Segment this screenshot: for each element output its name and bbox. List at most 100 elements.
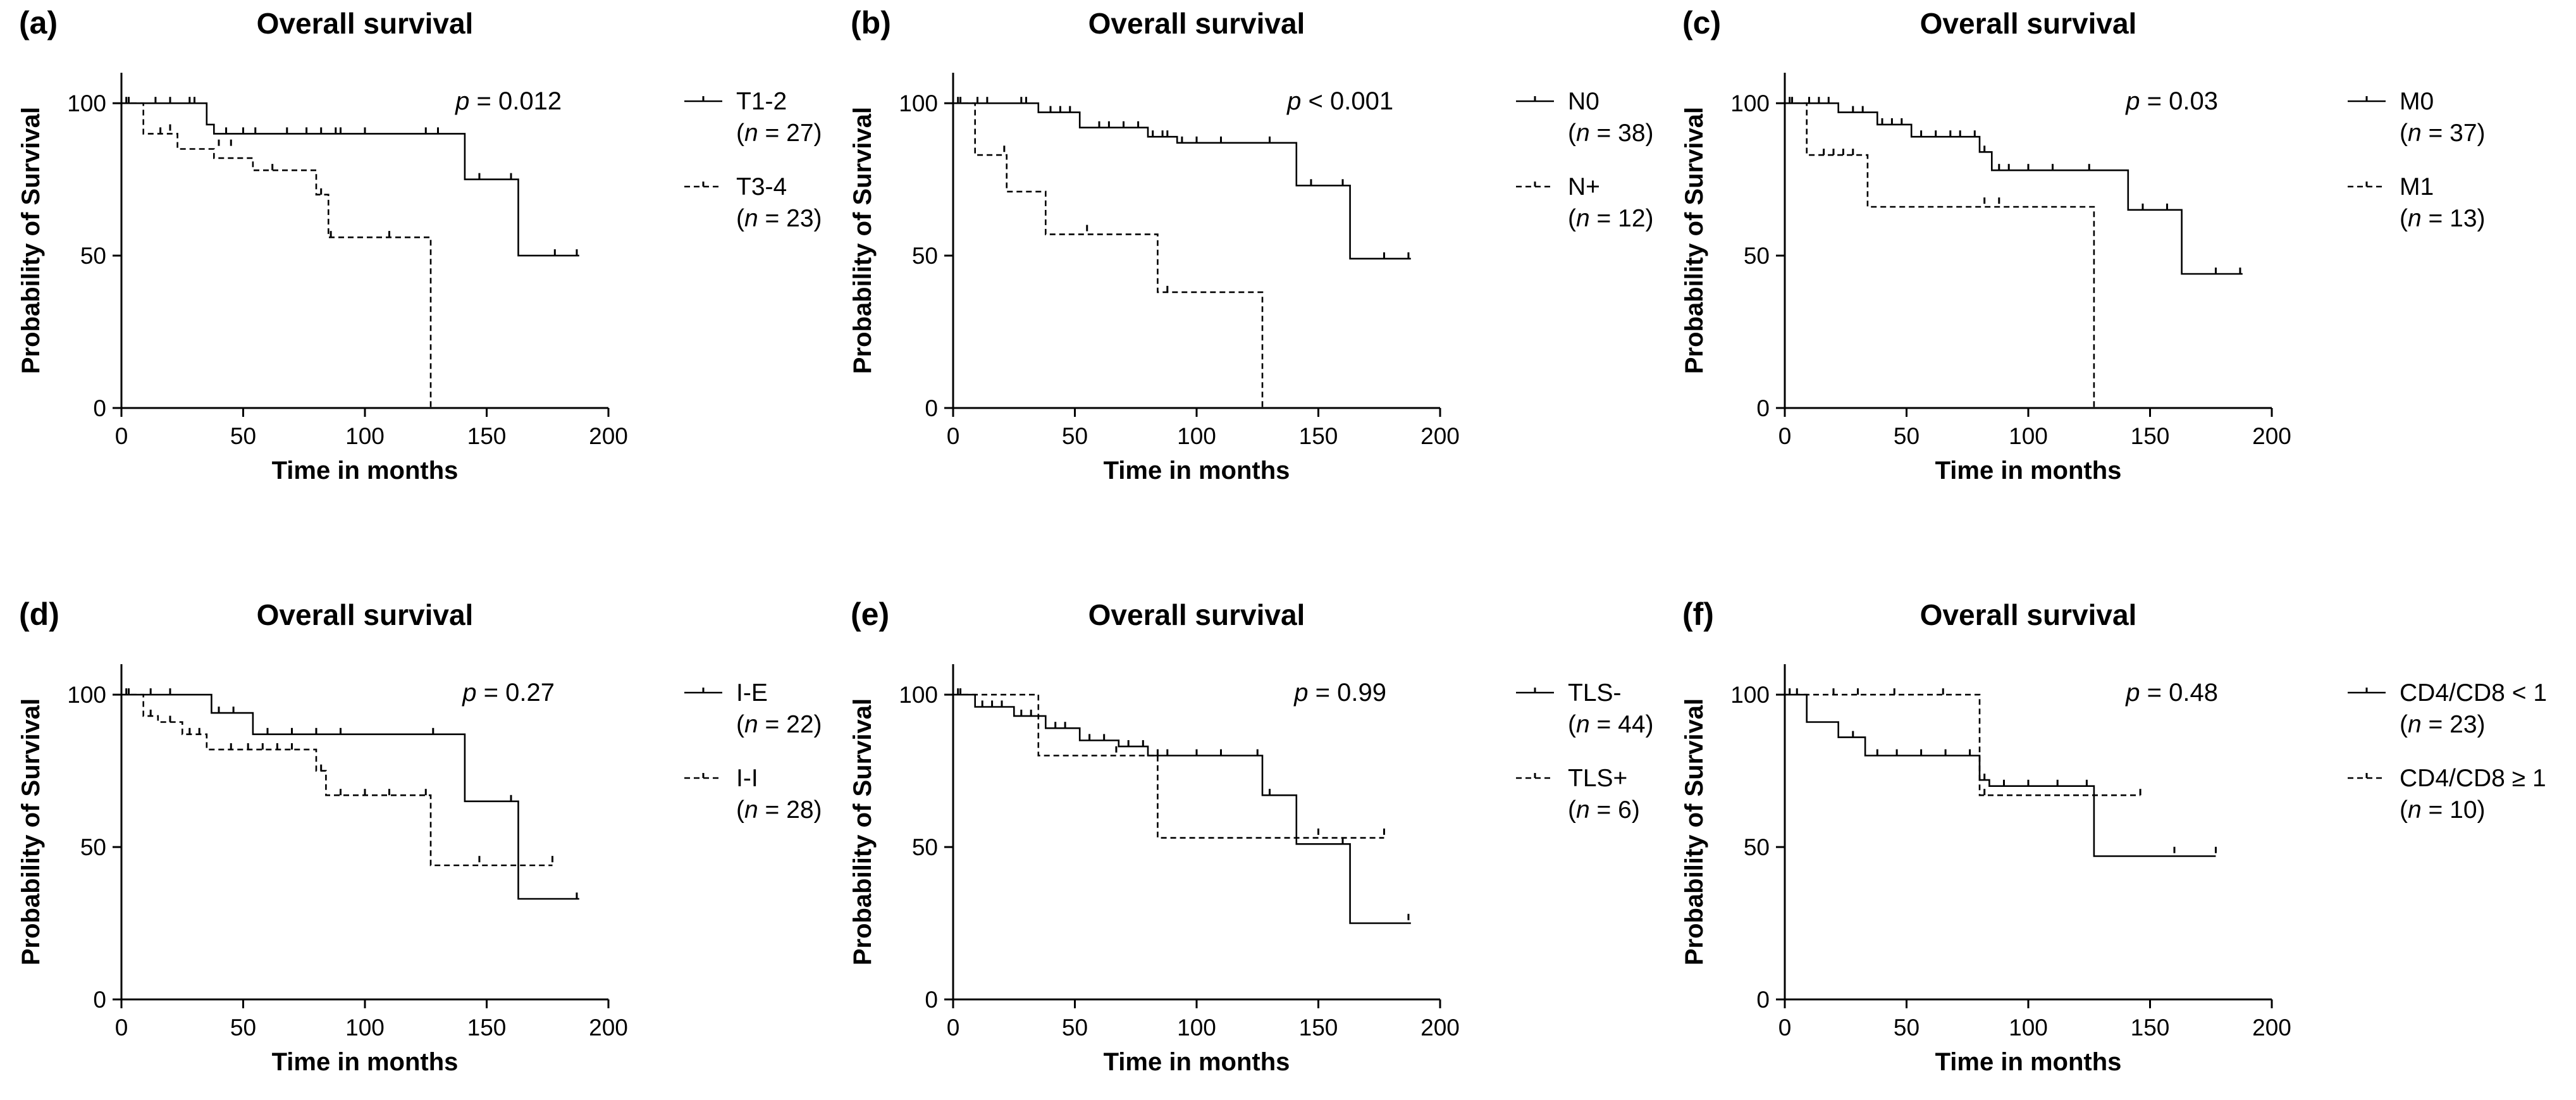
legend-sample-size: (n = 6) xyxy=(1568,796,1640,824)
x-tick-label: 0 xyxy=(115,1015,128,1041)
chart-panel-f: (f) Overall survival 0 50 100 150 200 0 50 100 Tim… xyxy=(1680,596,2547,1076)
survival-curve-group1 xyxy=(121,693,579,900)
y-tick-label: 100 xyxy=(1730,682,1770,708)
survival-curve-group1 xyxy=(953,102,1411,260)
x-axis-title: Time in months xyxy=(1104,1048,1290,1076)
survival-curve-group1 xyxy=(953,693,1411,924)
y-tick-label: 50 xyxy=(1744,834,1770,860)
legend-sample-size: (n = 44) xyxy=(1568,711,1654,738)
x-tick-label: 0 xyxy=(1778,423,1792,449)
legend-label: I-E xyxy=(736,679,768,707)
y-axis-title: Probability of Survival xyxy=(849,698,877,965)
y-axis-title: Probability of Survival xyxy=(1680,698,1708,965)
x-tick-label: 200 xyxy=(1420,423,1460,449)
x-axis-title: Time in months xyxy=(1104,457,1290,485)
p-value-label: p = 0.48 xyxy=(2125,679,2218,707)
y-tick-label: 100 xyxy=(899,682,938,708)
x-tick-label: 50 xyxy=(1894,1015,1920,1041)
legend-label: N+ xyxy=(1568,173,1600,201)
legend-label: N0 xyxy=(1568,88,1599,115)
x-tick-label: 100 xyxy=(2009,423,2048,449)
legend-sample-size: (n = 28) xyxy=(736,796,822,824)
y-axis-title: Probability of Survival xyxy=(17,698,45,965)
x-tick-label: 100 xyxy=(2009,1015,2048,1041)
panel-letter: (d) xyxy=(19,596,59,632)
panel-letter: (c) xyxy=(1682,5,1721,40)
y-tick-label: 0 xyxy=(93,987,106,1013)
legend-sample-size: (n = 23) xyxy=(736,205,822,232)
x-tick-label: 150 xyxy=(2131,423,2170,449)
y-axis-title: Probability of Survival xyxy=(17,107,45,374)
x-tick-label: 150 xyxy=(467,423,507,449)
y-tick-label: 0 xyxy=(93,395,106,421)
legend-label: I-I xyxy=(736,765,758,792)
panel-letter: (e) xyxy=(851,596,889,632)
x-tick-label: 50 xyxy=(230,1015,256,1041)
chart-title: Overall survival xyxy=(1088,7,1305,40)
survival-curve-group2 xyxy=(1785,102,2095,408)
legend-label: TLS- xyxy=(1568,679,1622,707)
p-value-label: p = 0.27 xyxy=(462,679,555,707)
survival-curve-group2 xyxy=(1785,693,2141,796)
y-tick-label: 50 xyxy=(80,834,106,860)
legend-label: CD4/CD8 < 1 xyxy=(2400,679,2547,707)
x-axis-title: Time in months xyxy=(1935,457,2122,485)
y-tick-label: 100 xyxy=(67,682,106,708)
x-tick-label: 200 xyxy=(2252,423,2291,449)
x-tick-label: 150 xyxy=(1299,1015,1338,1041)
survival-curve-group1 xyxy=(121,102,579,257)
chart-panel-b: (b) Overall survival 0 50 100 150 200 0 50 100 Tim… xyxy=(849,5,1654,485)
y-tick-label: 100 xyxy=(1730,90,1770,116)
y-tick-label: 0 xyxy=(925,395,938,421)
legend-label: T3-4 xyxy=(736,173,787,201)
y-axis-title: Probability of Survival xyxy=(1680,107,1708,374)
x-tick-label: 50 xyxy=(1062,423,1088,449)
survival-curve-group1 xyxy=(1785,693,2216,857)
x-tick-label: 0 xyxy=(947,423,960,449)
chart-panel-c: (c) Overall survival 0 50 100 150 200 0 50 100 Tim… xyxy=(1680,5,2486,485)
y-axis-title: Probability of Survival xyxy=(849,107,877,374)
x-tick-label: 0 xyxy=(947,1015,960,1041)
x-tick-label: 0 xyxy=(1778,1015,1792,1041)
x-tick-label: 100 xyxy=(1177,423,1216,449)
x-tick-label: 0 xyxy=(115,423,128,449)
survival-curve-group2 xyxy=(121,102,432,408)
x-tick-label: 200 xyxy=(2252,1015,2291,1041)
x-tick-label: 150 xyxy=(467,1015,507,1041)
survival-curve-group2 xyxy=(953,693,1384,839)
legend-sample-size: (n = 13) xyxy=(2400,205,2486,232)
legend-label: TLS+ xyxy=(1568,765,1627,792)
survival-curve-group1 xyxy=(1785,102,2243,275)
panel-letter: (a) xyxy=(19,5,58,40)
survival-curve-group2 xyxy=(121,693,553,867)
chart-title: Overall survival xyxy=(257,7,474,40)
legend-sample-size: (n = 10) xyxy=(2400,796,2486,824)
y-tick-label: 50 xyxy=(912,243,938,269)
x-tick-label: 150 xyxy=(2131,1015,2170,1041)
x-axis-title: Time in months xyxy=(272,1048,459,1076)
legend-label: T1-2 xyxy=(736,88,787,115)
chart-panel-a: (a) Overall survival 0 50 100 150 200 0 50 100 Tim… xyxy=(17,5,822,485)
y-tick-label: 0 xyxy=(1756,395,1770,421)
y-tick-label: 50 xyxy=(912,834,938,860)
x-tick-label: 100 xyxy=(345,1015,385,1041)
chart-title: Overall survival xyxy=(1088,598,1305,631)
legend-label: M0 xyxy=(2400,88,2434,115)
legend-sample-size: (n = 27) xyxy=(736,120,822,147)
x-tick-label: 200 xyxy=(589,423,628,449)
x-axis-title: Time in months xyxy=(272,457,459,485)
y-tick-label: 50 xyxy=(1744,243,1770,269)
x-tick-label: 200 xyxy=(589,1015,628,1041)
legend-sample-size: (n = 22) xyxy=(736,711,822,738)
x-tick-label: 100 xyxy=(345,423,385,449)
x-tick-label: 150 xyxy=(1299,423,1338,449)
legend-label: CD4/CD8 ≥ 1 xyxy=(2400,765,2546,792)
chart-title: Overall survival xyxy=(1920,598,2137,631)
legend-sample-size: (n = 23) xyxy=(2400,711,2486,738)
x-tick-label: 200 xyxy=(1420,1015,1460,1041)
x-tick-label: 100 xyxy=(1177,1015,1216,1041)
x-tick-label: 50 xyxy=(1062,1015,1088,1041)
x-axis-title: Time in months xyxy=(1935,1048,2122,1076)
y-tick-label: 100 xyxy=(67,90,106,116)
